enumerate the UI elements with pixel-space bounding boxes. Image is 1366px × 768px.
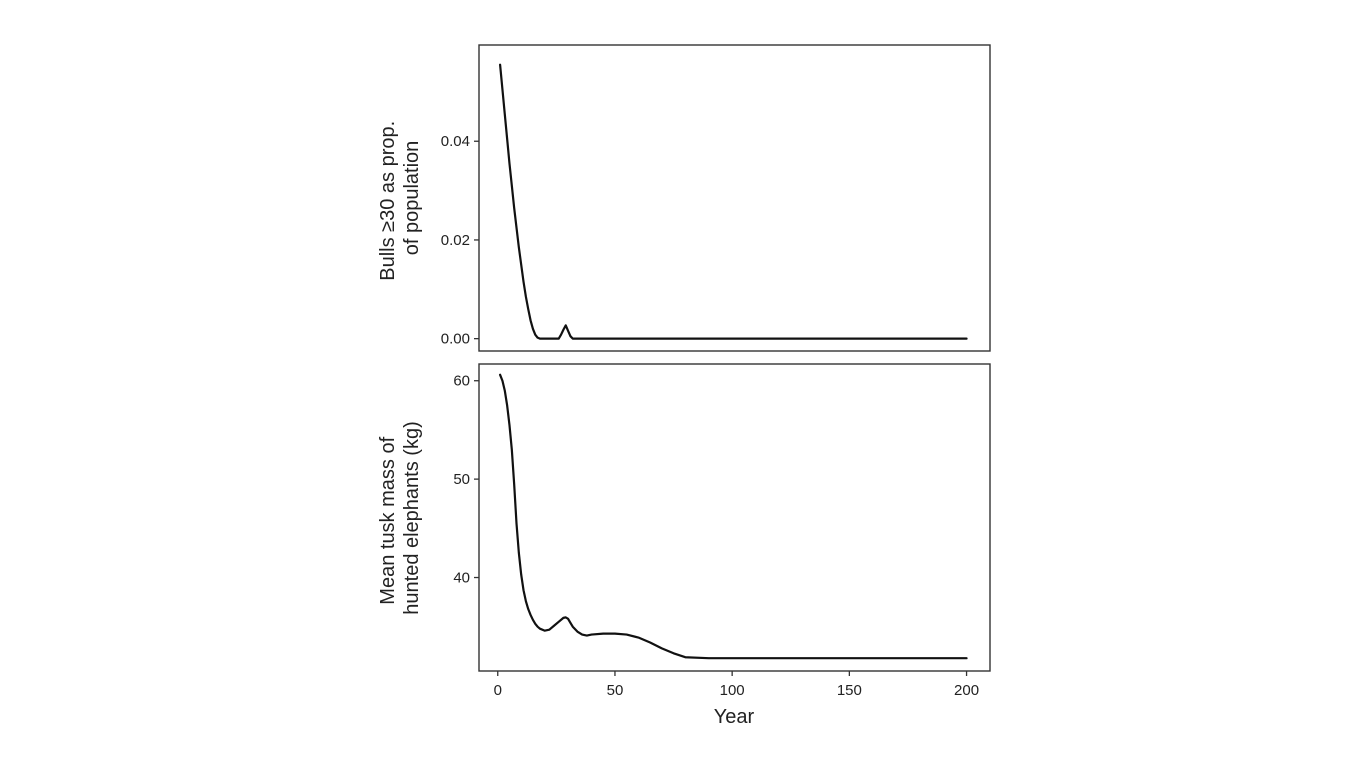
bottom-y-tick-label: 50 <box>453 471 470 488</box>
bottom-y-ticks <box>474 380 479 579</box>
top-y-axis-title: Bulls ≥30 as prop. of population <box>377 115 423 281</box>
x-tick-labels: 0 50 100 150 200 <box>494 682 979 699</box>
top-y-tick-label: 0.02 <box>441 232 470 249</box>
x-axis-title: Year <box>714 706 755 728</box>
x-tick-label: 0 <box>494 682 502 699</box>
x-tick-label: 200 <box>954 682 979 699</box>
top-y-tick-label: 0.04 <box>441 133 470 150</box>
x-axis: 0 50 100 150 200 Year <box>494 671 979 728</box>
bottom-panel-frame <box>478 363 991 672</box>
top-series-line <box>499 63 968 340</box>
x-tick-label: 150 <box>837 682 862 699</box>
bottom-y-tick-label: 40 <box>453 570 470 587</box>
top-panel: 0.00 0.02 0.04 Bulls ≥30 as prop. of popul… <box>377 44 991 352</box>
x-tick-label: 100 <box>720 682 745 699</box>
top-y-ticks <box>474 140 479 340</box>
bottom-series-line <box>499 373 968 660</box>
top-y-tick-label: 0.00 <box>441 331 470 348</box>
top-y-tick-labels: 0.00 0.02 0.04 <box>441 133 470 347</box>
x-ticks <box>497 671 968 676</box>
x-tick-label: 50 <box>607 682 624 699</box>
bottom-y-tick-label: 60 <box>453 373 470 390</box>
bottom-panel: 40 50 60 Mean tusk mass of hunted elephant… <box>377 363 991 672</box>
bottom-y-tick-labels: 40 50 60 <box>453 373 470 587</box>
top-series <box>499 63 968 340</box>
bottom-y-axis-title: Mean tusk mass of hunted elephants (kg) <box>377 421 423 614</box>
top-panel-frame <box>478 44 991 352</box>
bottom-series <box>499 373 968 660</box>
